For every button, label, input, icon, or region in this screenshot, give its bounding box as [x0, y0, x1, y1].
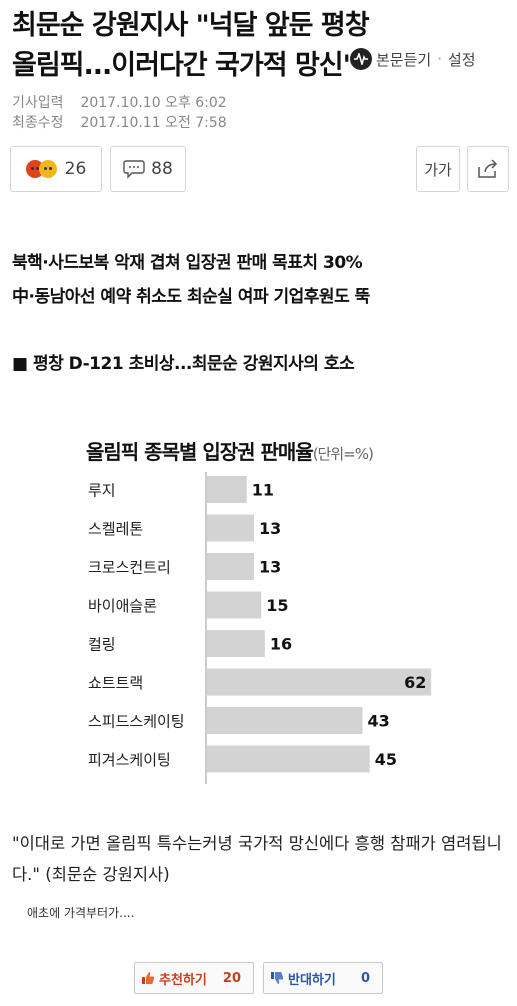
recommend-label: 추천하기 — [159, 972, 207, 988]
section-heading: ■ 평창 D-121 초비상...최문순 강원지사의 호소 — [12, 354, 355, 374]
recommend-count: 20 — [222, 970, 241, 986]
modified-date: 최종수정 2017.10.11 오전 7:58 — [12, 112, 227, 132]
chart-unit: (단위=%) — [312, 445, 374, 463]
data-label: 11 — [252, 481, 274, 500]
listen-button[interactable]: 본문듣기 — [376, 50, 432, 69]
title-tools: 본문듣기 · 설정 — [350, 48, 476, 70]
category-label: 피겨스케이팅 — [88, 751, 171, 769]
bar — [207, 630, 265, 657]
chart-plot: 루지 11 스켈레톤 13 크로스컨트리 13 바이애슬론 15 컬링 16 쇼트트랙 62 스피드스케… — [88, 472, 432, 784]
font-size-button[interactable]: 가가 — [416, 146, 460, 192]
bar — [207, 668, 432, 696]
category-label: 컬링 — [88, 636, 116, 654]
data-label: 15 — [266, 596, 288, 615]
data-label: 13 — [259, 519, 281, 538]
data-label: 45 — [375, 750, 397, 769]
data-label: 16 — [270, 635, 292, 654]
subheadline-2: 中·동남아선 예약 취소도 최순실 여파 기업후원도 뚝 — [12, 287, 370, 307]
category-label: 루지 — [88, 482, 116, 500]
ticket-sales-chart: 올림픽 종목별 입장권 판매율(단위=%) 루지 11 스켈레톤 13 크로스컨트리 13… — [78, 432, 458, 792]
share-icon — [478, 159, 498, 178]
bar — [207, 514, 254, 542]
quote-text: "이대로 가면 올림픽 특수는커녕 국가적 망신에다 흥행 참패가 염려됩니다.… — [12, 834, 502, 884]
data-label: 43 — [367, 712, 389, 731]
comment-icon — [123, 160, 145, 179]
chart-title-text: 올림픽 종목별 입장권 판매율 — [86, 440, 314, 464]
article-title: 최문순 강원지사 "넉달 앞둔 평창올림픽...이러다간 국가적 망신" — [12, 10, 370, 81]
reaction-button[interactable]: 26 — [10, 146, 102, 192]
oppose-label: 반대하기 — [288, 972, 336, 988]
recommend-button[interactable]: 추천하기 20 — [134, 962, 254, 994]
reaction-count: 26 — [64, 159, 87, 179]
share-button[interactable] — [467, 146, 509, 192]
bar — [207, 591, 262, 619]
category-label: 스켈레톤 — [88, 520, 143, 538]
subheadline-1: 북핵·사드보복 악재 겹쳐 입장권 판매 목표치 30% — [12, 253, 363, 273]
oppose-button[interactable]: 반대하기 0 — [263, 962, 383, 994]
separator: · — [437, 50, 442, 68]
thumbs-up-icon — [142, 972, 155, 984]
category-label: 바이애슬론 — [88, 597, 157, 615]
published-value: 2017.10.10 오후 6:02 — [80, 95, 227, 111]
bar — [207, 476, 247, 503]
published-date: 기사입력 2017.10.10 오후 6:02 — [12, 92, 227, 112]
data-label: 13 — [259, 558, 281, 577]
speaker-icon[interactable] — [350, 48, 372, 70]
oppose-count: 0 — [360, 970, 370, 986]
user-note: 애초에 가격부터가.... — [27, 906, 135, 920]
bar — [207, 745, 370, 773]
category-label: 크로스컨트리 — [88, 559, 171, 577]
chart-title: 올림픽 종목별 입장권 판매율(단위=%) — [86, 436, 374, 465]
bar — [207, 553, 254, 580]
category-label: 쇼트트랙 — [88, 674, 143, 692]
smile-emoji-icon — [38, 160, 57, 178]
modified-value: 2017.10.11 오전 7:58 — [80, 115, 227, 131]
settings-button[interactable]: 설정 — [447, 50, 476, 69]
modified-label: 최종수정 — [12, 115, 64, 131]
data-label: 62 — [404, 673, 426, 692]
bar — [207, 707, 363, 734]
category-label: 스피드스케이팅 — [88, 713, 185, 731]
comment-count: 88 — [151, 159, 173, 179]
published-label: 기사입력 — [12, 95, 64, 111]
thumbs-down-icon — [271, 972, 284, 984]
comment-button[interactable]: 88 — [110, 146, 186, 192]
